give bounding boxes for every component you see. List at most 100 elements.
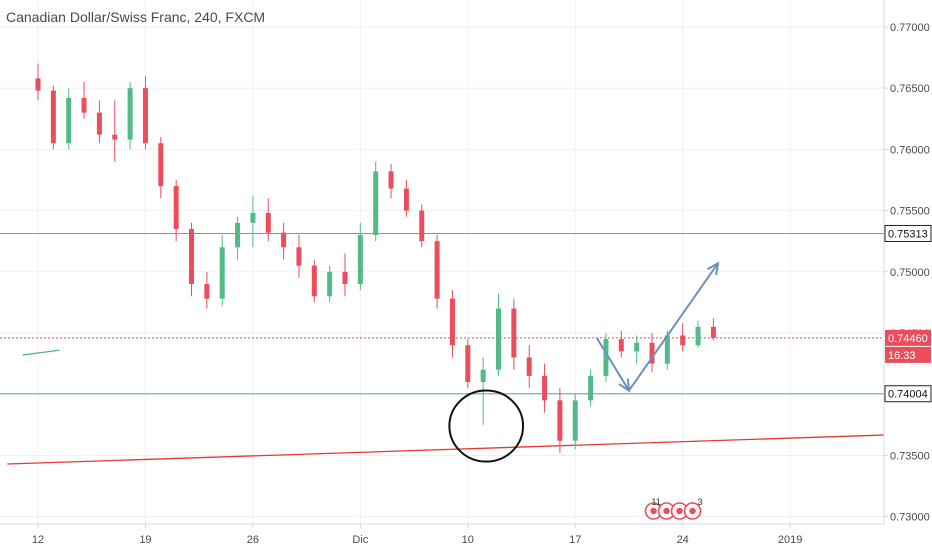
candle-body <box>480 369 486 382</box>
candle <box>35 63 41 101</box>
candle-body <box>695 326 701 346</box>
candle <box>281 222 287 260</box>
candle <box>142 75 148 150</box>
candle <box>526 345 532 389</box>
x-tick-label: 24 <box>677 534 689 546</box>
candle-body <box>465 345 471 382</box>
x-tick-label: 10 <box>462 534 474 546</box>
x-tick-label: 2019 <box>778 534 802 546</box>
x-tick-label: Dic <box>352 534 368 546</box>
price-axis <box>884 0 932 550</box>
x-tick-label: 17 <box>569 534 581 546</box>
candle <box>219 235 225 307</box>
x-tick-label: 26 <box>247 534 259 546</box>
last-price-tag <box>885 329 931 346</box>
candle <box>327 265 333 303</box>
level-price-tag <box>884 385 932 403</box>
candle <box>204 271 210 309</box>
candle <box>189 222 194 297</box>
level-price-tag <box>884 224 932 242</box>
chart-title: Canadian Dollar/Swiss Franc, 240, FXCM <box>6 9 265 25</box>
candle-body <box>127 88 133 140</box>
candle <box>265 198 271 242</box>
arrow-head-up <box>707 261 720 276</box>
candle <box>173 179 179 242</box>
candle-body <box>35 78 41 91</box>
candle-body <box>649 342 655 364</box>
candle <box>588 369 594 407</box>
circle-annotation <box>448 389 525 463</box>
last-price-tag-label: 0.74460 <box>888 333 928 345</box>
candle-body <box>265 213 271 233</box>
candle-body <box>204 284 210 299</box>
candle-body <box>572 400 578 441</box>
event-marker-dot <box>663 507 670 515</box>
candle-body <box>496 308 501 370</box>
candle-body <box>81 97 87 113</box>
candle <box>235 216 241 260</box>
candle-body <box>557 400 563 441</box>
candlestick-series <box>35 63 716 453</box>
candle <box>403 179 409 217</box>
y-tick-label: 0.77000 <box>890 22 930 34</box>
candle-body <box>173 186 179 229</box>
candle <box>373 161 379 242</box>
candle <box>158 137 164 199</box>
candle <box>66 88 72 150</box>
candle <box>496 293 501 376</box>
candle-body <box>96 112 102 135</box>
candle-body <box>664 335 670 364</box>
candle <box>127 82 133 150</box>
candle-body <box>634 342 640 352</box>
event-marker-dot <box>650 507 657 515</box>
candle <box>81 82 87 119</box>
candle-body <box>449 298 455 346</box>
arrow-head-down <box>618 378 631 393</box>
candle-body <box>50 90 56 144</box>
y-tick-label: 0.75000 <box>890 267 930 279</box>
candle-body <box>388 171 394 189</box>
candle-body <box>588 375 594 401</box>
candle <box>603 333 609 382</box>
y-tick-label: 0.75500 <box>890 206 930 218</box>
candle-body <box>434 241 440 299</box>
candle-body <box>66 97 72 144</box>
candle-body <box>710 326 716 338</box>
candle-body <box>680 335 686 346</box>
candle-body <box>112 134 118 140</box>
candle <box>112 100 118 162</box>
event-marker-dot <box>676 507 683 515</box>
candle <box>311 259 317 303</box>
candle-body <box>603 339 609 376</box>
candle <box>572 394 578 450</box>
x-tick-label: 19 <box>139 534 151 546</box>
candle-body <box>542 375 548 401</box>
candle <box>50 85 56 150</box>
candle-body <box>618 339 624 352</box>
candle-body <box>235 222 241 248</box>
candle <box>342 253 348 297</box>
drawn-line <box>22 349 60 356</box>
countdown-tag <box>885 346 931 363</box>
event-marker-dot <box>689 507 696 515</box>
trend-line <box>7 433 897 465</box>
event-count: 11 <box>652 497 661 507</box>
level-price-tag-label: 0.75313 <box>888 228 928 240</box>
candle-body <box>511 308 517 358</box>
countdown-tag-label: 16:33 <box>888 350 916 362</box>
y-tick-label: 0.73500 <box>890 450 930 462</box>
y-tick-label: 0.76500 <box>890 83 930 95</box>
candle <box>388 164 394 199</box>
candle <box>357 222 363 291</box>
candle-body <box>373 171 379 236</box>
x-tick-label: 12 <box>32 534 44 546</box>
candle-body <box>311 265 317 297</box>
candle <box>542 363 548 413</box>
candle-body <box>158 143 164 187</box>
candle <box>296 235 302 278</box>
candle <box>695 320 701 348</box>
candle-body <box>142 88 148 144</box>
candle-body <box>219 247 225 299</box>
